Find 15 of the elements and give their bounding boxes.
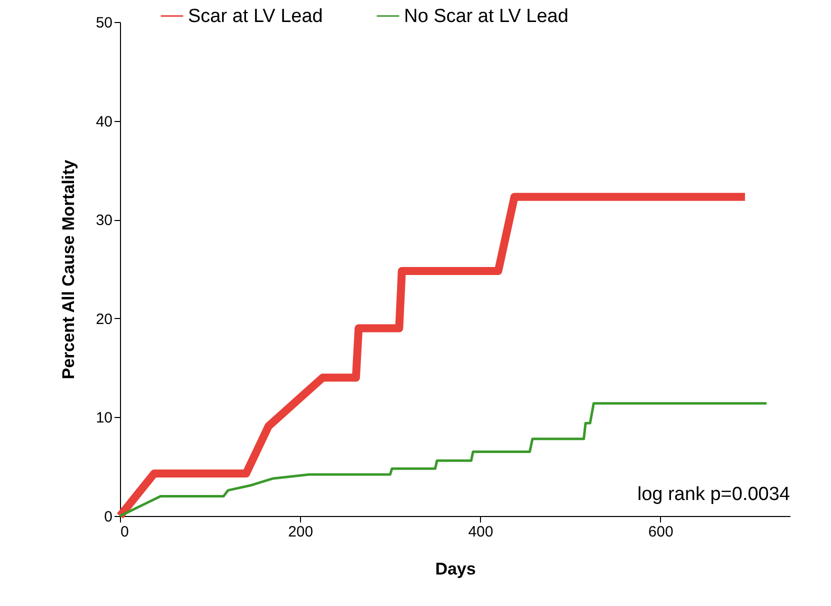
x-tick-label: 600 xyxy=(648,524,674,540)
y-tick-label: 20 xyxy=(96,310,112,328)
x-tick-label: 400 xyxy=(468,524,494,540)
x-tick-label: 0 xyxy=(120,524,129,540)
y-axis-title: Percent All Cause Mortality xyxy=(58,159,78,380)
legend-label: No Scar at LV Lead xyxy=(404,6,568,27)
x-tick-label: 200 xyxy=(288,524,314,540)
y-tick-label: 10 xyxy=(96,410,112,427)
annotation: log rank p=0.0034 xyxy=(637,484,790,505)
y-tick-label: 40 xyxy=(96,113,112,130)
y-tick-label: 0 xyxy=(104,508,112,526)
x-axis-title: Days xyxy=(435,560,476,578)
y-tick-label: 50 xyxy=(96,14,112,32)
y-tick-label: 30 xyxy=(96,212,112,230)
legend-label: Scar at LV Lead xyxy=(188,6,323,27)
